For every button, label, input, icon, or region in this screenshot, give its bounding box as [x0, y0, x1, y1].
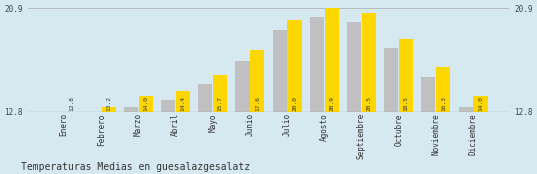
Bar — [176, 91, 190, 112]
Bar — [124, 107, 138, 112]
Text: 13.2: 13.2 — [106, 96, 111, 111]
Bar — [49, 112, 63, 121]
Bar — [362, 13, 376, 112]
Bar — [459, 107, 473, 112]
Bar — [384, 48, 398, 112]
Text: 14.0: 14.0 — [143, 96, 148, 111]
Text: 14.0: 14.0 — [478, 96, 483, 111]
Bar — [436, 67, 451, 112]
Bar — [198, 84, 212, 112]
Bar — [325, 8, 339, 112]
Bar — [139, 96, 153, 112]
Text: 20.0: 20.0 — [292, 96, 297, 111]
Text: 15.7: 15.7 — [217, 96, 223, 111]
Text: 12.8: 12.8 — [69, 96, 74, 111]
Text: 16.3: 16.3 — [441, 96, 446, 111]
Text: 14.4: 14.4 — [180, 96, 185, 111]
Bar — [86, 112, 101, 116]
Bar — [422, 77, 436, 112]
Bar — [161, 100, 175, 112]
Text: 20.5: 20.5 — [366, 96, 372, 111]
Bar — [399, 39, 413, 112]
Bar — [250, 50, 264, 112]
Bar — [235, 61, 250, 112]
Text: Temperaturas Medias en guesalazgesalatz: Temperaturas Medias en guesalazgesalatz — [21, 162, 251, 172]
Bar — [347, 22, 361, 112]
Bar — [287, 19, 302, 112]
Text: 20.9: 20.9 — [329, 96, 334, 111]
Bar — [474, 96, 488, 112]
Bar — [213, 75, 227, 112]
Bar — [310, 17, 324, 112]
Bar — [273, 30, 287, 112]
Text: 17.6: 17.6 — [255, 96, 260, 111]
Text: 18.5: 18.5 — [404, 96, 409, 111]
Bar — [101, 107, 115, 112]
